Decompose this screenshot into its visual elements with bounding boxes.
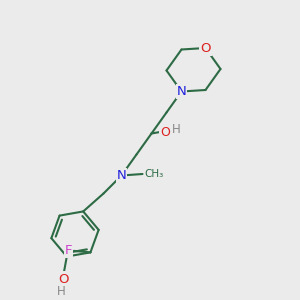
Text: O: O [160,126,170,139]
Text: N: N [117,169,126,182]
Text: H: H [165,124,174,137]
Text: CH₃: CH₃ [145,169,164,179]
Text: O: O [200,41,211,55]
Text: O: O [58,273,69,286]
Text: N: N [177,85,186,98]
Text: H: H [56,285,65,298]
Text: F: F [65,244,72,257]
Text: H: H [172,123,181,136]
